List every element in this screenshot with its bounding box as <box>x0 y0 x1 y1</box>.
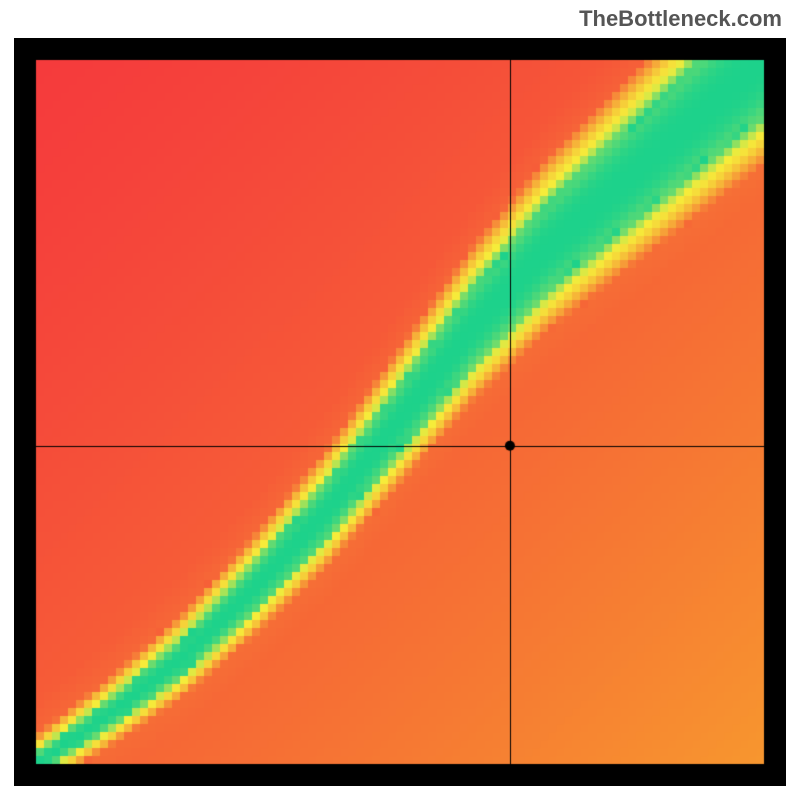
bottleneck-chart <box>14 38 786 786</box>
attribution-text: TheBottleneck.com <box>579 6 782 32</box>
root-container: TheBottleneck.com <box>0 0 800 800</box>
heatmap-canvas <box>14 38 786 786</box>
